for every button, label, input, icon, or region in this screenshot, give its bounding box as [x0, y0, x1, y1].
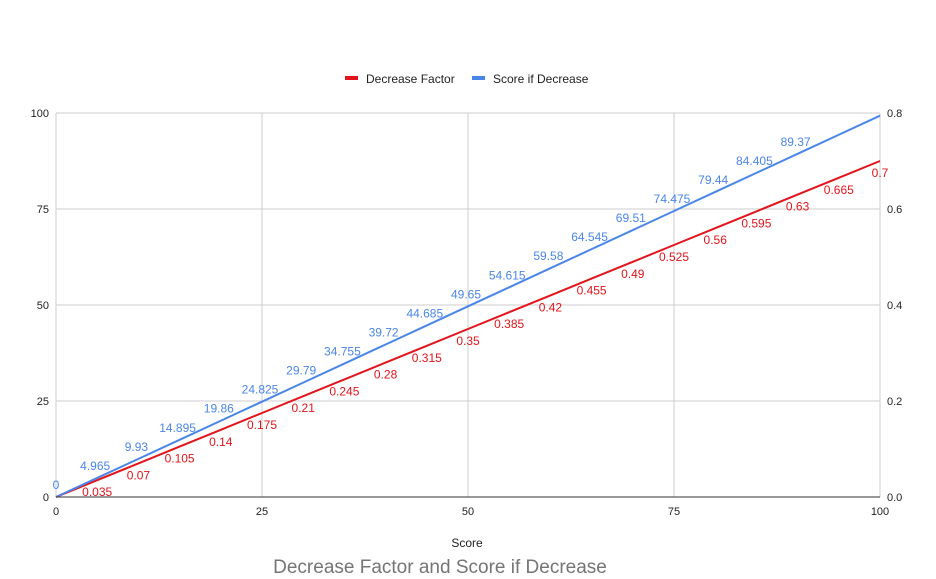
x-tick-label: 25: [256, 506, 268, 518]
data-label: 64.545: [571, 230, 608, 244]
legend-label-decrease-factor: Decrease Factor: [366, 72, 455, 86]
data-label: 0.21: [292, 401, 316, 415]
gridlines: [55, 112, 881, 497]
legend-swatch-decrease-factor: [345, 76, 358, 80]
data-label: 14.895: [159, 421, 196, 435]
data-label: 34.755: [324, 345, 361, 359]
data-label: 0.35: [456, 334, 480, 348]
data-label: 0.035: [82, 485, 112, 499]
data-label: 74.475: [654, 192, 691, 206]
chart-title: Decrease Factor and Score if Decrease: [273, 557, 607, 578]
axes: 0 25 50 75 100 0.0 0.2 0.4 0.6 0.8 0 25 50 75 100: [31, 108, 903, 518]
legend-label-score-if-decrease: Score if Decrease: [493, 72, 589, 86]
data-label: 29.79: [286, 364, 316, 378]
data-label: 54.615: [489, 268, 526, 282]
x-tick-label: 0: [53, 506, 59, 518]
data-label: 49.65: [451, 287, 481, 301]
data-label: 4.965: [80, 459, 110, 473]
y2-tick-label: 0.8: [887, 108, 902, 120]
y2-tick-label: 0.4: [887, 300, 902, 312]
data-label: 0.525: [659, 250, 689, 264]
data-label: 0.595: [741, 216, 771, 230]
data-label: 0.42: [539, 300, 563, 314]
series-line-decrease-factor: [55, 160, 881, 498]
y2-tick-label: 0.6: [887, 204, 902, 216]
data-label: 39.72: [369, 325, 399, 339]
y2-tick-label: 0.0: [887, 492, 902, 504]
x-axis-title: Score: [451, 536, 483, 550]
y-tick-label: 100: [31, 108, 49, 120]
data-label: 0.245: [329, 384, 359, 398]
y-tick-label: 75: [37, 204, 49, 216]
x-tick-label: 100: [871, 506, 889, 518]
data-label: 0.28: [374, 368, 398, 382]
data-label: 24.825: [242, 383, 279, 397]
data-label: 9.93: [125, 440, 149, 454]
data-label: 79.44: [698, 173, 728, 187]
data-label: 0.07: [127, 468, 151, 482]
data-label: 0.175: [247, 418, 277, 432]
y-tick-label: 25: [37, 396, 49, 408]
data-label: 0: [53, 478, 60, 492]
y-tick-label: 50: [37, 300, 49, 312]
data-label: 59.58: [533, 249, 563, 263]
data-label: 0.315: [412, 351, 442, 365]
data-label: 19.86: [204, 402, 234, 416]
legend-swatch-score-if-decrease: [472, 76, 485, 80]
data-label: 84.405: [736, 154, 773, 168]
y2-tick-label: 0.2: [887, 396, 902, 408]
data-labels: 0.035 0.07 0.105 0.14 0.175 0.21 0.245 0.28 0.31…: [53, 135, 889, 499]
x-tick-label: 75: [668, 506, 680, 518]
data-label: 0.105: [165, 452, 195, 466]
data-label: 0.385: [494, 317, 524, 331]
data-label: 69.51: [616, 211, 646, 225]
data-label: 89.37: [781, 135, 811, 149]
data-label: 0.455: [577, 284, 607, 298]
data-label: 0.14: [209, 435, 233, 449]
data-label: 0.56: [704, 233, 728, 247]
x-tick-label: 50: [462, 506, 474, 518]
data-label: 0.665: [824, 183, 854, 197]
y-tick-label: 0: [43, 492, 49, 504]
legend[interactable]: Decrease Factor Score if Decrease: [345, 72, 589, 86]
data-label: 0.7: [872, 166, 889, 180]
data-label: 44.685: [406, 306, 443, 320]
data-label: 0.49: [621, 267, 645, 281]
data-label: 0.63: [786, 200, 810, 214]
series-lines: [55, 114, 881, 498]
series-line-score-if-decrease: [55, 114, 881, 498]
